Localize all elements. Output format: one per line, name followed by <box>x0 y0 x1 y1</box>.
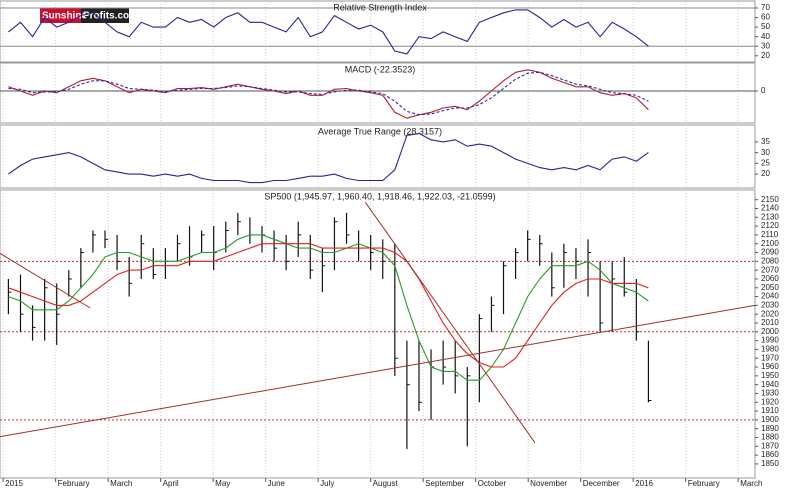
x-tick-label: December <box>583 479 620 488</box>
y-tick-label: 1970 <box>761 353 779 362</box>
y-tick-label: 2050 <box>761 283 779 292</box>
y-tick-label: 2120 <box>761 221 779 230</box>
y-tick-label: 2040 <box>761 292 779 301</box>
y-tick-label: 30 <box>761 41 770 50</box>
series-line <box>8 9 649 55</box>
x-tick-label: September <box>425 479 464 488</box>
x-tick-label: October <box>478 479 507 488</box>
y-tick-label: 2010 <box>761 318 779 327</box>
x-tick-label: November <box>530 479 567 488</box>
y-tick-label: 25 <box>761 158 770 167</box>
x-tick-label: March <box>110 479 132 488</box>
panel <box>0 124 756 189</box>
y-tick-label: 2110 <box>761 230 779 239</box>
y-tick-label: 2020 <box>761 309 779 318</box>
panel-title: MACD (-22.3523) <box>345 64 416 74</box>
y-tick-label: 1940 <box>761 380 779 389</box>
panel <box>0 189 756 479</box>
y-tick-label: 1890 <box>761 424 779 433</box>
x-tick-label: August <box>373 479 399 488</box>
series-line <box>8 71 649 116</box>
y-tick-label: 70 <box>761 3 770 12</box>
y-tick-label: 2140 <box>761 204 779 213</box>
logo-box <box>81 8 129 23</box>
x-tick-label: May <box>215 479 230 488</box>
x-tick-label: February <box>58 479 90 488</box>
y-tick-label: 2150 <box>761 195 779 204</box>
x-tick-label: 2016 <box>635 479 653 488</box>
series-line <box>8 234 649 381</box>
x-tick-label: July <box>320 479 334 488</box>
y-tick-label: 1870 <box>761 441 779 450</box>
y-tick-label: 1960 <box>761 362 779 371</box>
y-tick-label: 1920 <box>761 397 779 406</box>
panel <box>0 0 756 63</box>
y-tick-label: 1880 <box>761 433 779 442</box>
x-tick-label: April <box>163 479 179 488</box>
logo-text: Sunshine <box>42 11 87 22</box>
series-line <box>8 132 649 184</box>
y-tick-label: 1860 <box>761 450 779 459</box>
panel-title: SP500 (1,945.97, 1,960.40, 1,918.46, 1,9… <box>264 191 495 201</box>
trend-line <box>364 202 536 444</box>
y-tick-label: 2070 <box>761 265 779 274</box>
y-tick-label: 60 <box>761 13 770 22</box>
y-tick-label: 1900 <box>761 415 779 424</box>
series-line <box>8 243 649 368</box>
x-tick-label: March <box>740 479 762 488</box>
y-tick-label: 2030 <box>761 300 779 309</box>
y-tick-label: 1930 <box>761 389 779 398</box>
y-tick-label: 2100 <box>761 239 779 248</box>
y-tick-label: 20 <box>761 51 770 60</box>
y-tick-label: 30 <box>761 148 770 157</box>
y-tick-label: 1980 <box>761 345 779 354</box>
panel <box>0 62 756 124</box>
y-tick-label: 1950 <box>761 371 779 380</box>
y-tick-label: 35 <box>761 137 770 146</box>
y-tick-label: 1910 <box>761 406 779 415</box>
panel-title: Average True Range (28.3157) <box>318 126 442 136</box>
y-tick-label: 2000 <box>761 327 779 336</box>
y-tick-label: 20 <box>761 169 770 178</box>
x-tick-label: February <box>688 479 720 488</box>
logo-text: Profits.com <box>83 11 138 22</box>
logo-box <box>40 8 81 23</box>
y-tick-label: 0 <box>761 86 766 95</box>
y-tick-label: 40 <box>761 32 770 41</box>
x-tick-label: 2015 <box>5 479 23 488</box>
y-tick-label: 2060 <box>761 274 779 283</box>
y-tick-label: 1850 <box>761 459 779 468</box>
x-tick-label: June <box>268 479 286 488</box>
y-tick-label: 2080 <box>761 256 779 265</box>
trend-line <box>0 252 91 309</box>
y-tick-label: 50 <box>761 22 770 31</box>
y-tick-label: 2130 <box>761 212 779 221</box>
y-tick-label: 2090 <box>761 248 779 257</box>
trend-line <box>0 304 756 438</box>
y-tick-label: 1990 <box>761 336 779 345</box>
panel-title: Relative Strength Index <box>333 2 427 12</box>
